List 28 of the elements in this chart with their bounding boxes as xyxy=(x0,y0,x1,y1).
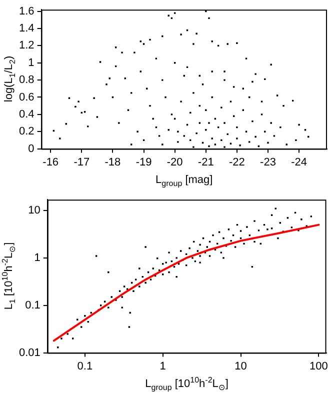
y-tick-label: 1 xyxy=(28,56,34,69)
y-tick-label: 0.01 xyxy=(18,346,40,359)
x-axis-title: L$_{group}$ [mag] xyxy=(156,174,213,188)
y-tick-label: 10 xyxy=(28,204,40,217)
x-tick-label: -24 xyxy=(291,156,308,168)
x-tick-label: -22 xyxy=(228,156,245,168)
y-tick-label: 1.2 xyxy=(18,40,34,52)
x-tick-label: -18 xyxy=(104,156,121,168)
x-tick-label: -21 xyxy=(198,156,214,168)
y-tick-label: 0.6 xyxy=(18,91,34,104)
x-tick-label: -23 xyxy=(260,156,276,168)
x-tick-label: -19 xyxy=(136,156,152,168)
y-tick-label: 0.2 xyxy=(18,126,34,138)
y-tick-label: 0.8 xyxy=(18,74,34,86)
x-tick-label: -16 xyxy=(42,156,59,168)
y-tick-label: 1.4 xyxy=(18,22,34,35)
x-tick-label: 0.1 xyxy=(77,360,93,372)
y-tick-label: 1 xyxy=(34,252,40,264)
y-tick-label: 0 xyxy=(28,142,34,155)
y-tick-label: 1.6 xyxy=(18,5,34,18)
y-tick-label: 0.1 xyxy=(25,299,40,312)
x-tick-label: -20 xyxy=(166,156,183,168)
x-tick-label: 10 xyxy=(234,360,247,372)
x-tick-label: 100 xyxy=(310,360,328,372)
y-tick-label: 0.4 xyxy=(18,108,34,120)
x-tick-label: 1 xyxy=(160,360,166,372)
text: L$_{group}$ [10$^{10}$h$^{-2}$L$_{⊙}$] xyxy=(145,375,228,392)
x-tick-label: -17 xyxy=(74,156,90,168)
